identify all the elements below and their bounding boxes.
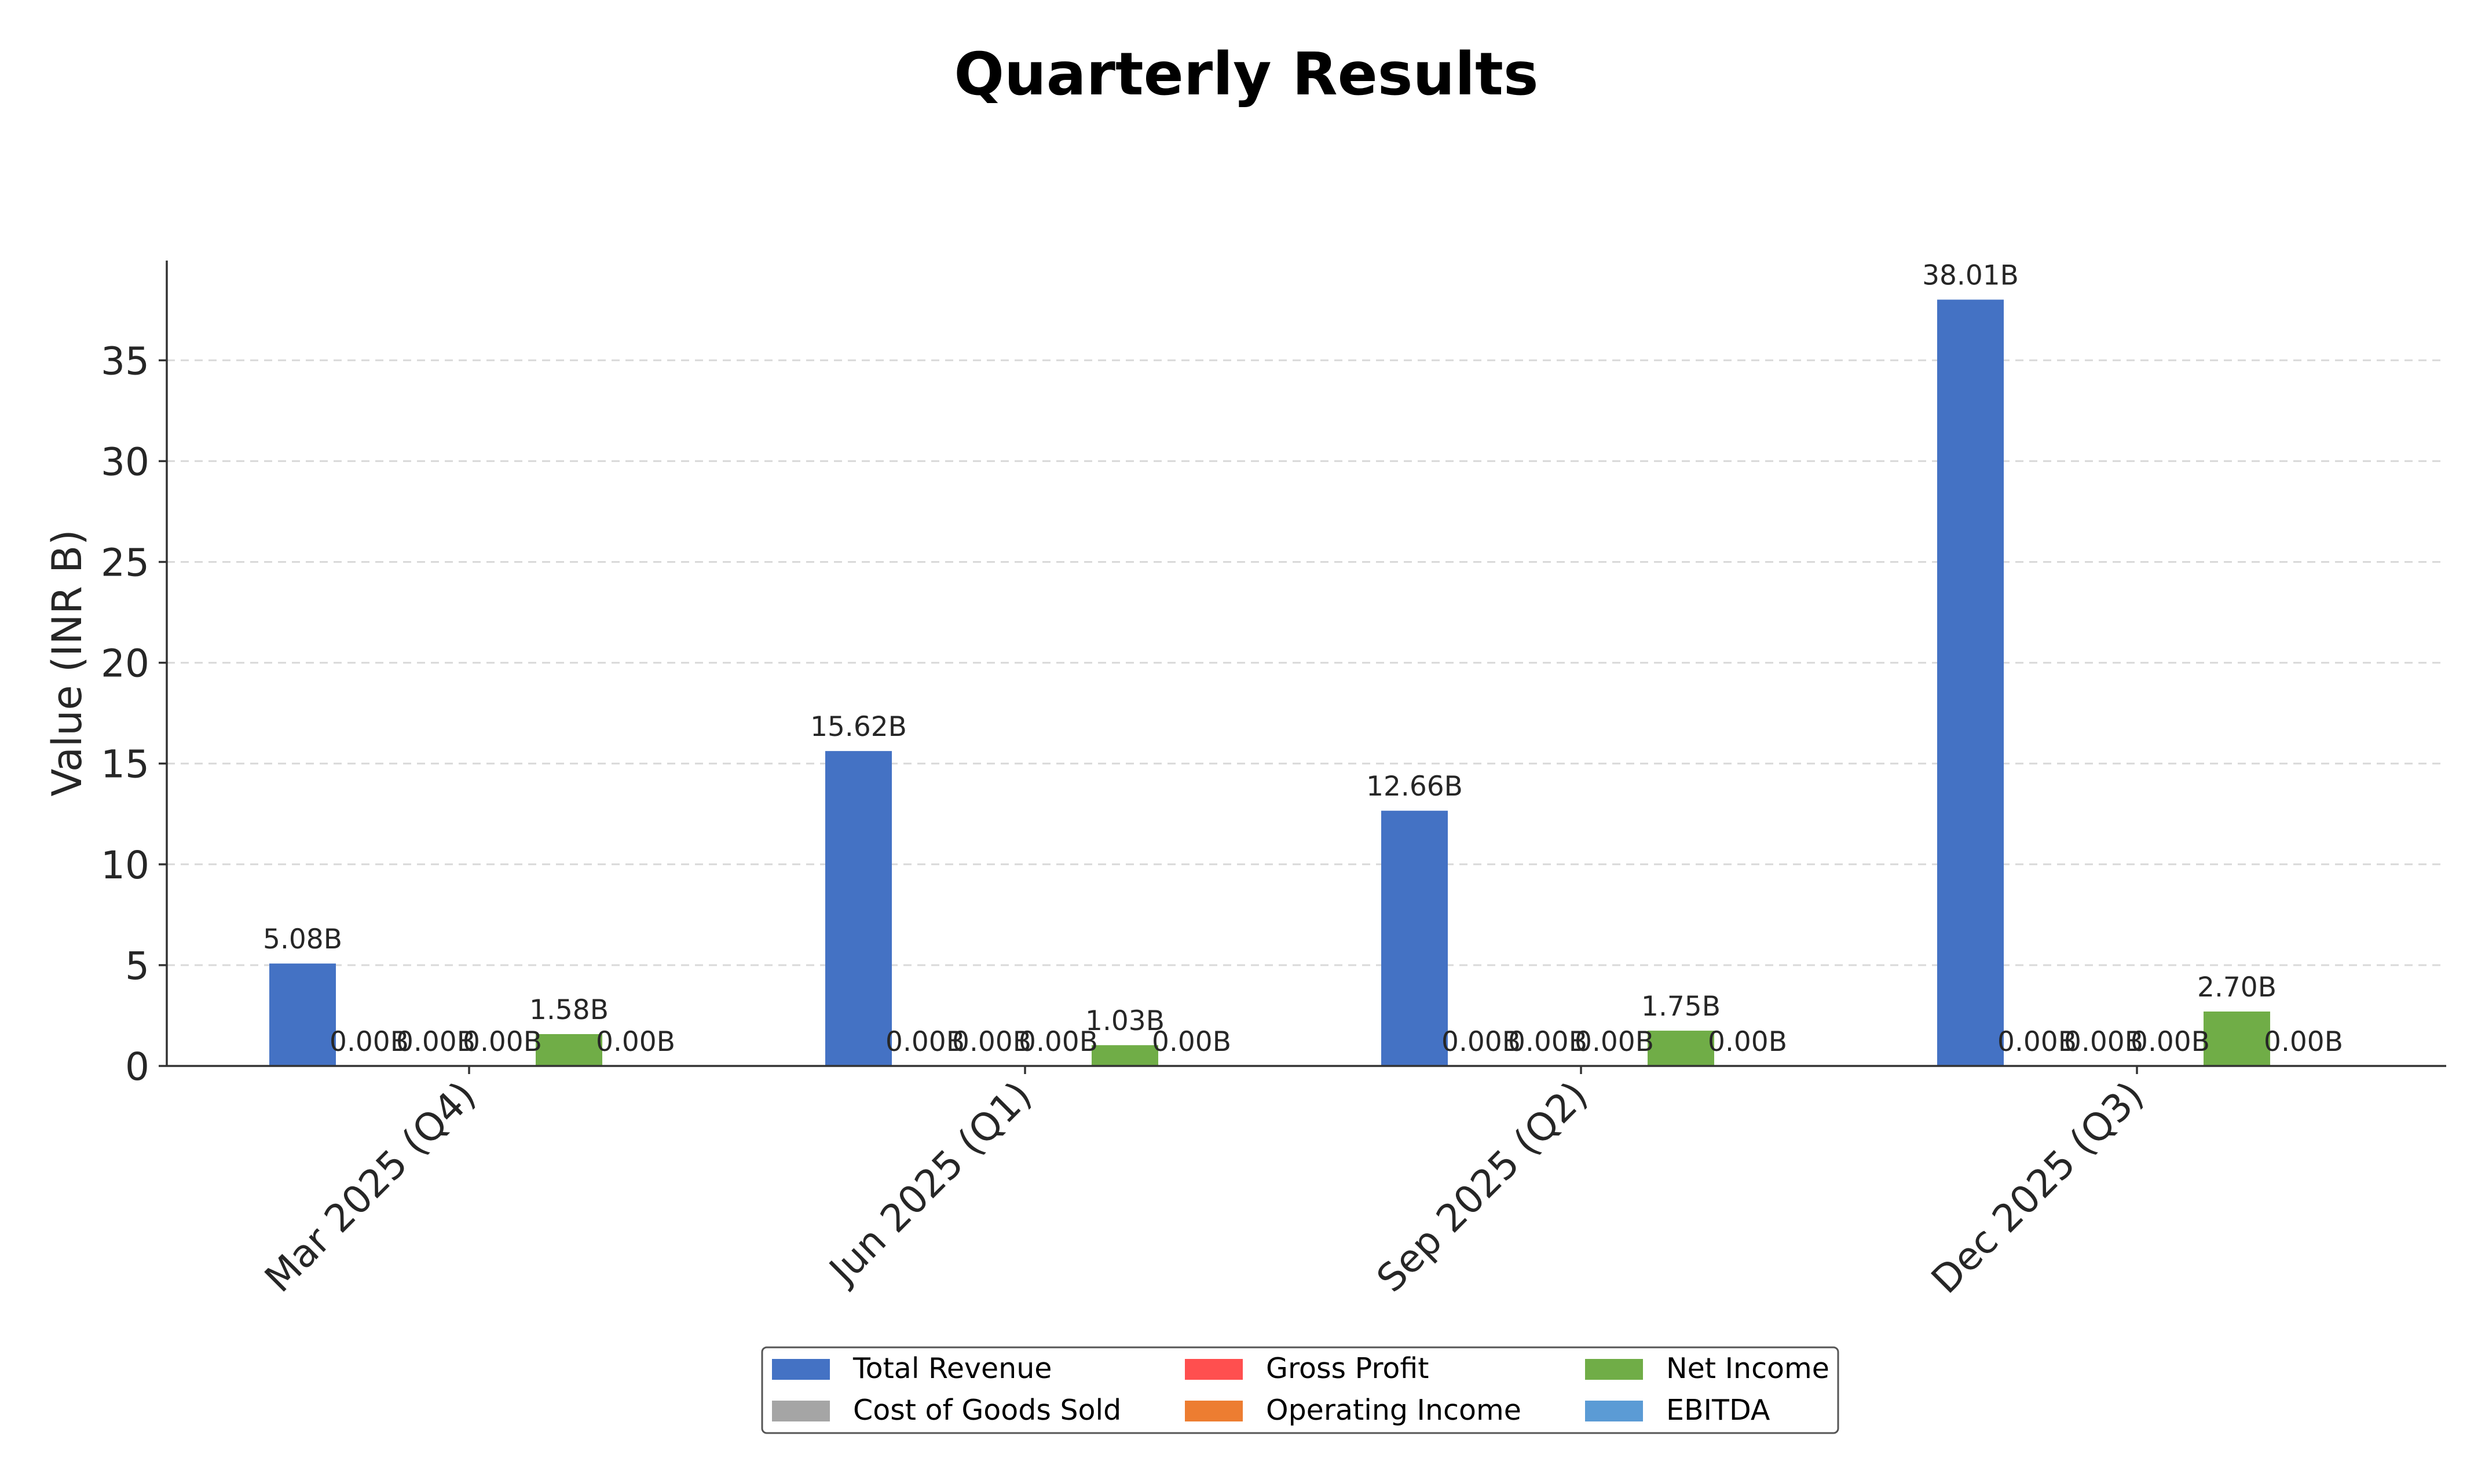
- data-label: 0.00B: [1997, 1026, 2077, 1058]
- data-label: 15.62B: [810, 711, 907, 743]
- axes: [159, 261, 2446, 1074]
- legend-label[interactable]: EBITDA: [1666, 1394, 1770, 1427]
- legend-label[interactable]: Operating Income: [1266, 1394, 1521, 1427]
- legend-swatch: [772, 1359, 830, 1380]
- data-labels: 5.08B0.00B0.00B0.00B1.58B0.00B15.62B0.00…: [263, 259, 2343, 1058]
- legend-box: [761, 1346, 1839, 1434]
- y-tick-label: 20: [101, 642, 149, 686]
- y-tick-label: 10: [101, 843, 149, 888]
- bar-total-revenue[interactable]: [1937, 299, 2004, 1066]
- data-label: 0.00B: [1441, 1026, 1521, 1058]
- tick-labels: 0 5 10 15 20 25 30 35 Mar 2025 (Q4) Jun 2025 (Q1)…: [101, 339, 2152, 1302]
- data-label: 0.00B: [463, 1026, 542, 1058]
- bars: [269, 299, 2270, 1066]
- chart-title: Quarterly Results: [954, 40, 1538, 109]
- data-label: 0.00B: [2264, 1026, 2343, 1058]
- data-label: 0.00B: [1708, 1026, 1787, 1058]
- x-tick-label: Dec 2025 (Q3): [1923, 1073, 2152, 1302]
- data-label: 0.00B: [1508, 1026, 1587, 1058]
- legend-label[interactable]: Total Revenue: [852, 1352, 1052, 1385]
- x-tick-label: Sep 2025 (Q2): [1368, 1073, 1597, 1301]
- bar-net-income[interactable]: [1092, 1045, 1158, 1066]
- legend-swatch: [1585, 1401, 1643, 1421]
- bar-total-revenue[interactable]: [825, 751, 892, 1066]
- data-label: 0.00B: [396, 1026, 475, 1058]
- bar-net-income[interactable]: [536, 1034, 602, 1066]
- data-label: 0.00B: [1575, 1026, 1654, 1058]
- legend-swatch: [1185, 1401, 1243, 1421]
- data-label: 0.00B: [952, 1026, 1031, 1058]
- data-label: 0.00B: [885, 1026, 965, 1058]
- y-tick-label: 30: [101, 439, 149, 484]
- bar-total-revenue[interactable]: [269, 963, 336, 1066]
- data-label: 0.00B: [2131, 1026, 2210, 1058]
- x-tick-label: Jun 2025 (Q1): [819, 1073, 1040, 1294]
- data-label: 1.75B: [1641, 991, 1721, 1023]
- legend-swatch: [1185, 1359, 1243, 1380]
- legend-label[interactable]: Cost of Goods Sold: [853, 1394, 1121, 1427]
- data-label: 1.03B: [1085, 1005, 1165, 1037]
- data-label: 12.66B: [1366, 771, 1463, 803]
- data-label: 5.08B: [263, 924, 342, 955]
- legend-swatch: [772, 1401, 830, 1421]
- data-label: 1.58B: [529, 994, 609, 1026]
- bar-net-income[interactable]: [2204, 1011, 2270, 1066]
- data-label: 2.70B: [2197, 972, 2277, 1003]
- data-label: 0.00B: [596, 1026, 675, 1058]
- data-label: 0.00B: [1019, 1026, 1098, 1058]
- bar-total-revenue[interactable]: [1381, 811, 1448, 1066]
- bar-net-income[interactable]: [1648, 1031, 1714, 1066]
- legend-label[interactable]: Gross Profit: [1266, 1352, 1429, 1385]
- data-label: 0.00B: [2064, 1026, 2143, 1058]
- y-tick-label: 35: [101, 339, 149, 383]
- y-tick-label: 0: [125, 1045, 149, 1089]
- legend-label[interactable]: Net Income: [1666, 1352, 1829, 1385]
- y-tick-label: 15: [101, 742, 149, 787]
- x-tick-label: Mar 2025 (Q4): [257, 1073, 485, 1301]
- data-label: 38.01B: [1922, 259, 2019, 291]
- y-tick-label: 5: [125, 944, 149, 988]
- data-label: 0.00B: [330, 1026, 409, 1058]
- legend[interactable]: Total Revenue Cost of Goods Sold Gross Pro…: [761, 1346, 1839, 1434]
- grid-lines: [167, 359, 2446, 966]
- data-label: 0.00B: [1152, 1026, 1231, 1058]
- y-tick-label: 25: [101, 541, 149, 585]
- y-axis-label: Value (INR B): [43, 529, 91, 796]
- legend-swatch: [1585, 1359, 1643, 1380]
